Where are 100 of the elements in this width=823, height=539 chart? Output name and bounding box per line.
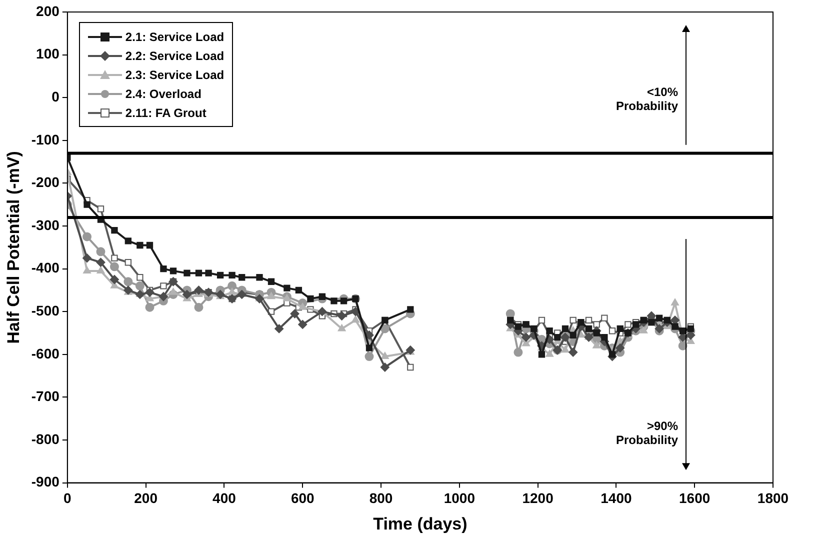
x-tick-label: 400 [212,490,236,506]
point [160,265,167,272]
y-tick-label: -800 [31,430,60,447]
point [585,325,592,332]
point [352,316,360,323]
x-tick-label: 600 [290,490,315,506]
y-tick-label: -500 [31,302,60,318]
point [592,341,601,348]
point [561,346,570,353]
y-tick-label: 100 [36,46,60,62]
x-axis-title: Time (days) [373,514,468,534]
point [96,247,106,256]
x-tick-label: 0 [64,490,72,506]
point [601,314,608,322]
point [407,364,414,371]
point [228,281,237,290]
x-tick-label: 1000 [444,490,476,506]
y-tick-label: -100 [31,131,60,148]
point [593,321,600,328]
point [616,343,625,352]
point [330,298,338,304]
point [554,334,561,341]
point [267,292,276,300]
point [82,254,92,263]
point [195,270,202,276]
x-tick-label: 1200 [522,490,554,506]
y-tick-label: -200 [31,174,60,190]
point [145,302,154,312]
point [351,307,360,316]
point [380,324,390,334]
point [205,270,212,276]
annotation: <10% Probability [616,84,678,113]
point [194,302,204,312]
point [632,321,640,328]
legend-label: 2.3: Service Load [125,68,224,82]
point [562,325,569,332]
point [318,293,326,300]
point [169,288,178,295]
legend-label: 2.11: FA Grout [125,106,206,120]
point [578,318,584,326]
point [608,351,616,358]
point [546,328,553,334]
x-tick-label: 1600 [679,490,710,506]
point [407,306,414,313]
y-tick-label: -600 [31,345,60,362]
point [624,321,632,328]
point [546,350,554,357]
point [380,362,390,372]
point [364,330,374,340]
point [568,348,578,357]
point [514,348,523,357]
point [366,344,373,352]
y-tick-label: -300 [31,216,60,233]
point [135,281,144,290]
legend-label: 2.1: Service Load [125,30,224,44]
point [337,311,346,320]
point [608,328,616,334]
point [96,266,105,274]
point [228,272,236,279]
point [687,325,694,332]
point [111,254,118,262]
point [136,274,144,281]
x-tick-label: 200 [134,490,158,506]
point [184,270,190,276]
annotation: >90% Probability [616,418,678,447]
point [364,352,374,362]
y-tick-label: -900 [31,474,60,490]
point [146,242,154,249]
x-tick-label: 1800 [757,490,789,506]
point [530,325,538,332]
point [82,232,92,242]
point [338,324,346,332]
point [570,332,576,338]
point [228,288,236,295]
point [96,258,106,267]
point [298,320,308,329]
x-tick-label: 800 [369,490,393,506]
point [307,295,314,302]
legend-label: 2.4: Overload [125,86,202,100]
y-tick-label: 200 [36,2,60,19]
point [284,284,290,292]
point [570,316,576,324]
point [124,238,132,244]
y-tick-label: -700 [31,388,60,404]
point [124,277,133,286]
point [136,242,144,249]
point [656,314,663,322]
point [295,286,302,294]
point [83,266,91,274]
point [216,272,224,279]
point [124,259,132,266]
point [522,332,531,342]
point [170,268,177,274]
point [585,316,592,324]
legend-label: 2.2: Service Load [125,48,224,62]
point [238,274,246,281]
point [616,325,624,332]
point [640,326,648,334]
point [340,298,348,304]
point [593,330,600,336]
